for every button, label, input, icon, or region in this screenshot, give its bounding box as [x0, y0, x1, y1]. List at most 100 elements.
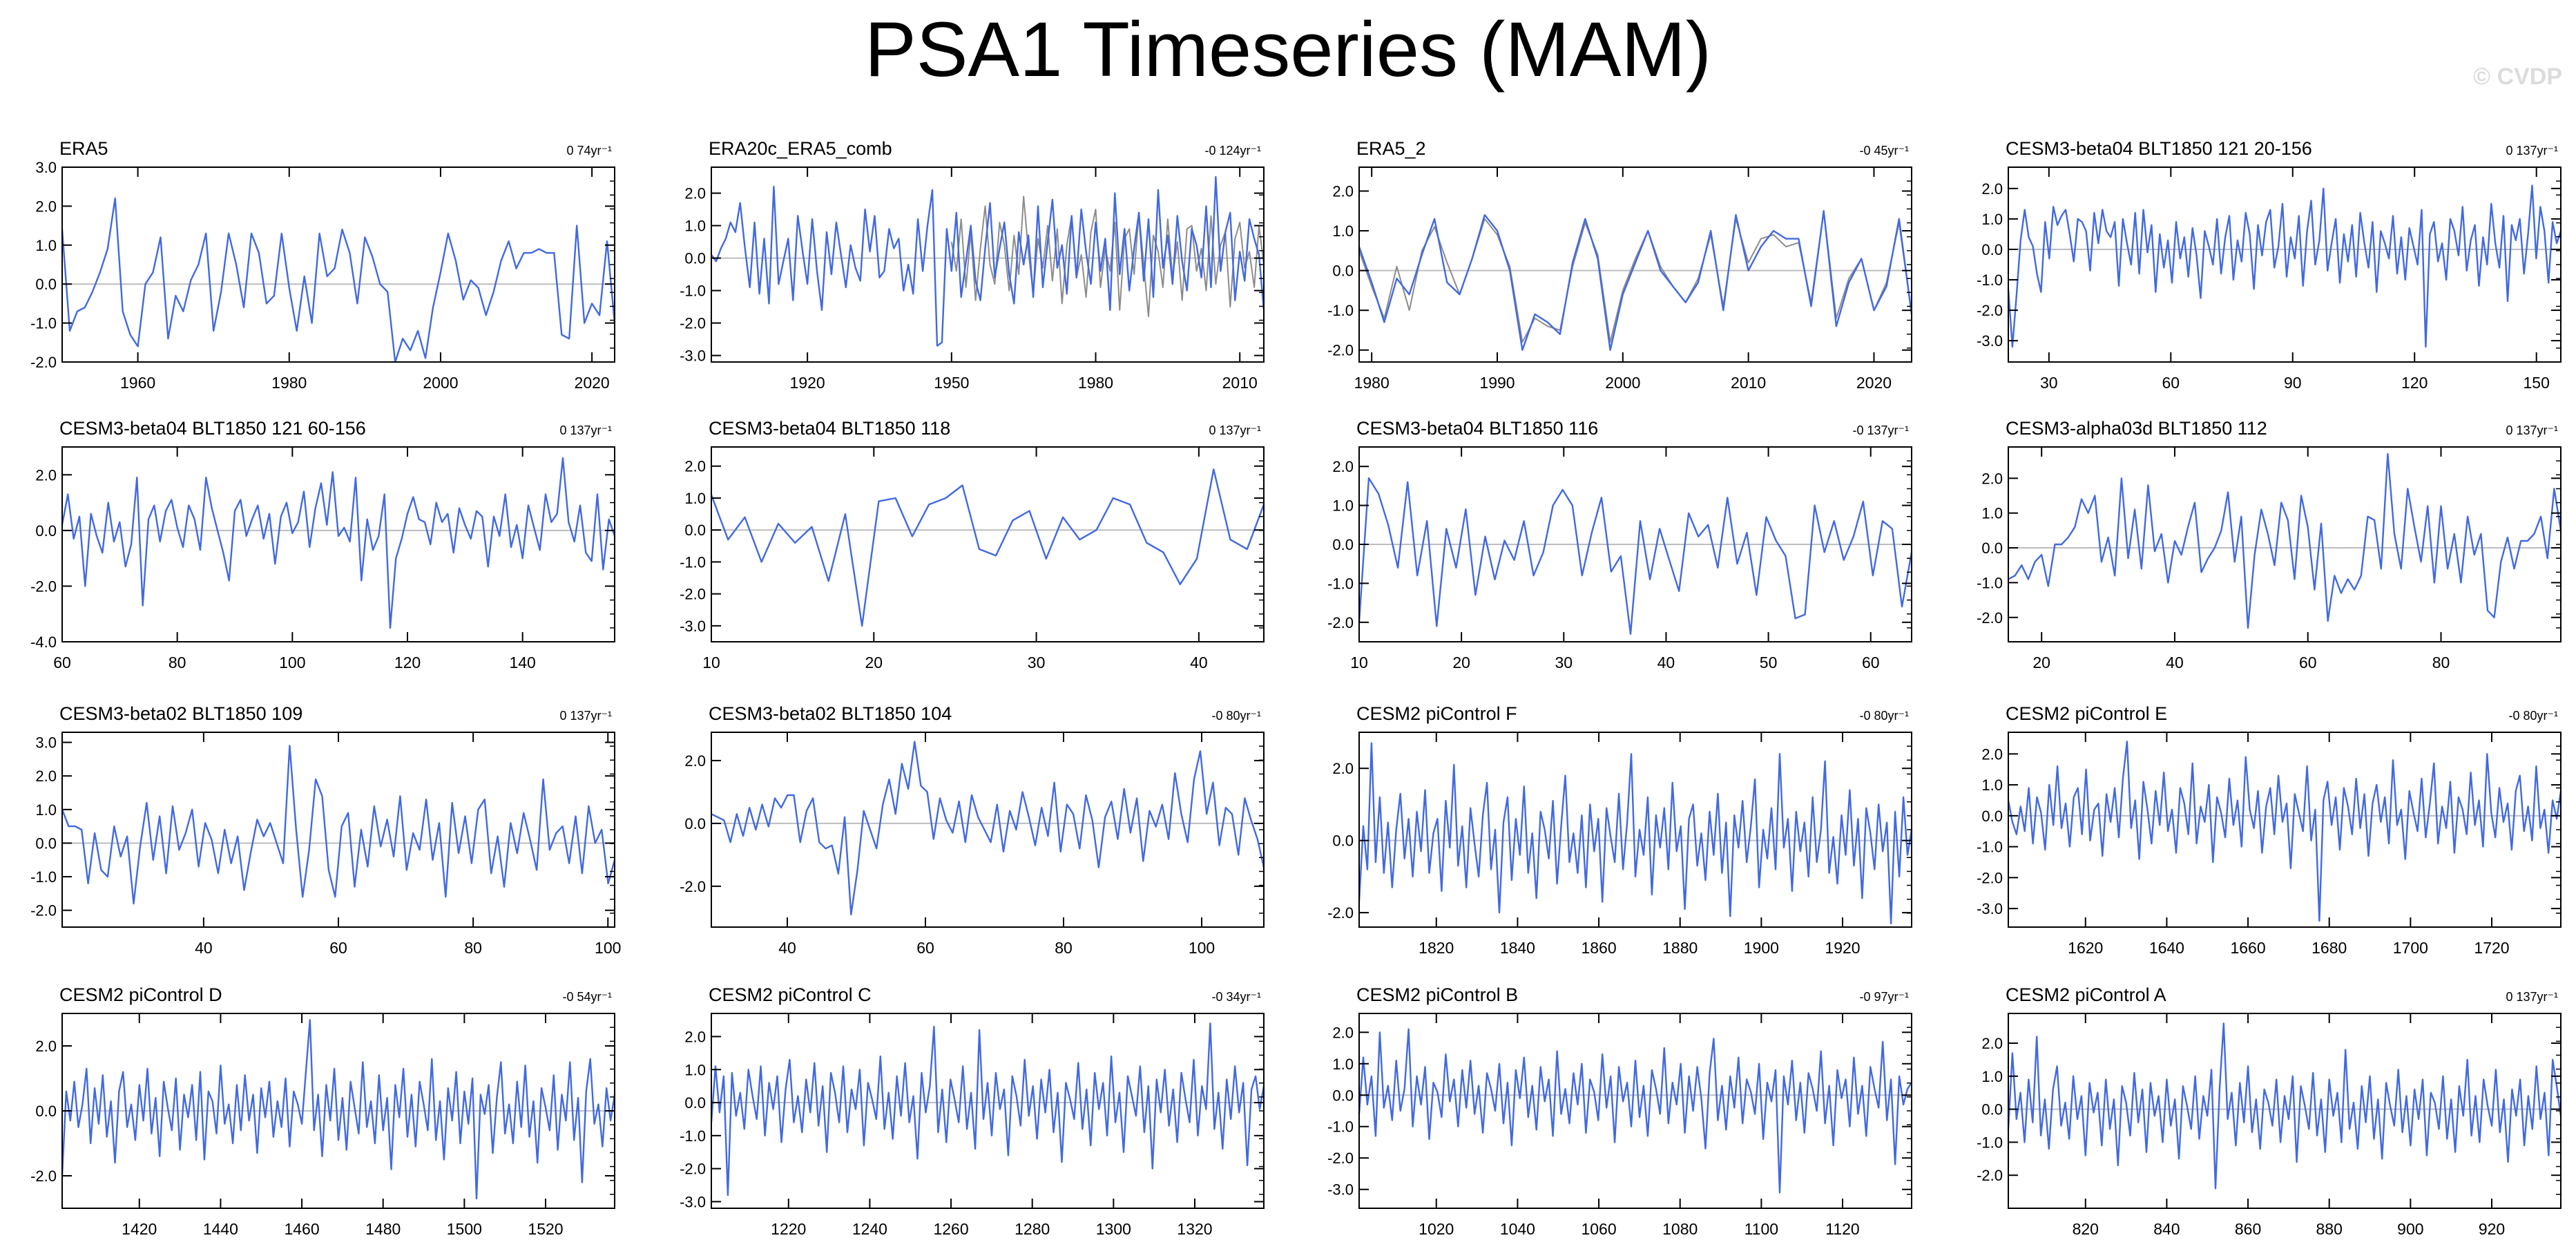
y-tick-label: 0.0 [1332, 536, 1354, 553]
x-tick-label: 40 [1657, 654, 1675, 671]
plot-frame [61, 446, 615, 642]
x-tick-label: 2020 [1856, 374, 1892, 392]
x-tick-label: 50 [1760, 654, 1778, 671]
y-tick-label: 2.0 [35, 466, 57, 484]
y-tick-label: 1.0 [1981, 1068, 2003, 1085]
y-tick-label: -1.0 [680, 1127, 706, 1145]
panel: CESM3-alpha03d BLT1850 112 0 137yr⁻¹ 20 40 6… [1977, 418, 2562, 671]
y-tick-label: -1.0 [1977, 1134, 2003, 1151]
plot-frame [711, 1013, 1265, 1209]
x-tick-label: 120 [2401, 374, 2428, 392]
y-tick-label: 2.0 [1332, 1024, 1354, 1041]
x-tick-label: 1620 [2068, 939, 2103, 957]
x-tick-label: 1280 [1015, 1220, 1050, 1238]
x-tick-label: 1950 [934, 374, 969, 392]
trend-label: 0 137yr⁻¹ [559, 423, 612, 437]
panel: ERA20c_ERA5_comb -0 124yr⁻¹ 1920 1950 1980 20… [680, 138, 1265, 392]
series-line [2007, 741, 2562, 922]
series-line [1358, 210, 1912, 343]
x-tick-label: 100 [595, 939, 621, 957]
panel-title: CESM2 piControl C [709, 984, 872, 1005]
x-tick-label: 140 [509, 654, 535, 671]
x-tick-label: 20 [865, 654, 883, 671]
panel-title: CESM2 piControl A [2006, 984, 2166, 1005]
panel: CESM2 piControl C -0 34yr⁻¹ 1220 1240 1260 12… [680, 984, 1265, 1238]
x-tick-label: 1900 [1744, 939, 1779, 957]
panel-title: CESM3-alpha03d BLT1850 112 [2006, 418, 2267, 439]
y-tick-label: 1.0 [1332, 1056, 1354, 1073]
series-line [710, 468, 1265, 627]
x-tick-label: 1960 [120, 374, 155, 392]
x-tick-label: 120 [394, 654, 421, 671]
y-tick-label: -2.0 [1977, 302, 2003, 319]
series-line [711, 741, 1265, 916]
y-tick-label: 2.0 [35, 198, 57, 215]
y-tick-label: -1.0 [1327, 1118, 1354, 1136]
panel-title: CESM3-beta02 BLT1850 109 [59, 703, 302, 724]
x-tick-label: 1500 [447, 1220, 482, 1238]
y-tick-label: 0.0 [684, 250, 706, 267]
x-tick-label: 20 [1452, 654, 1470, 671]
panel-title: ERA20c_ERA5_comb [709, 138, 892, 159]
x-tick-label: 100 [279, 654, 305, 671]
panel: CESM2 piControl F -0 80yr⁻¹ 1820 1840 1860 18… [1327, 703, 1913, 957]
x-tick-label: 1320 [1177, 1220, 1212, 1238]
panel: CESM3-beta02 BLT1850 109 0 137yr⁻¹ 40 60 80 1… [30, 703, 621, 957]
x-tick-label: 900 [2397, 1220, 2423, 1238]
x-tick-label: 10 [702, 654, 720, 671]
y-tick-label: 0.0 [1981, 808, 2003, 825]
series-line [61, 1019, 616, 1200]
x-tick-label: 1420 [122, 1220, 157, 1238]
trend-label: -0 124yr⁻¹ [1204, 144, 1261, 158]
panel-title: CESM2 piControl B [1356, 984, 1518, 1005]
panel-title: CESM3-beta02 BLT1850 104 [709, 703, 952, 724]
y-tick-label: -2.0 [680, 878, 706, 895]
trend-label: -0 45yr⁻¹ [1859, 144, 1909, 158]
x-tick-label: 1240 [852, 1220, 887, 1238]
y-tick-label: 2.0 [1332, 760, 1354, 777]
y-tick-label: -3.0 [1327, 1181, 1354, 1199]
y-tick-label: -2.0 [1327, 342, 1354, 359]
x-tick-label: 1700 [2393, 939, 2428, 957]
x-tick-label: 20 [2032, 654, 2050, 671]
trend-label: -0 54yr⁻¹ [562, 990, 612, 1004]
x-tick-label: 1840 [1500, 939, 1535, 957]
y-tick-label: -3.0 [680, 618, 706, 635]
x-tick-label: 880 [2316, 1220, 2343, 1238]
y-tick-label: 1.0 [684, 490, 706, 507]
panel: CESM3-beta04 BLT1850 116 -0 137yr⁻¹ 10 20 30… [1327, 418, 1913, 671]
x-tick-label: 2010 [1222, 374, 1258, 392]
x-tick-label: 60 [329, 939, 347, 957]
x-tick-label: 40 [2166, 654, 2184, 671]
x-tick-label: 2000 [423, 374, 458, 392]
y-tick-label: 2.0 [1981, 1035, 2003, 1052]
series-line [2008, 452, 2562, 629]
series-line [711, 175, 1265, 347]
y-tick-label: -2.0 [1327, 614, 1354, 631]
y-tick-label: -1.0 [680, 553, 706, 571]
trend-label: -0 80yr⁻¹ [1859, 709, 1909, 723]
y-tick-label: 0.0 [1332, 1087, 1354, 1104]
x-tick-label: 1920 [1825, 939, 1860, 957]
page-title: PSA1 Timeseries (MAM) [865, 6, 1711, 93]
panel: ERA5_2 -0 45yr⁻¹ 1980 1990 2000 2010 2020 2.0 1.… [1327, 138, 1913, 392]
series-line [710, 1022, 1265, 1197]
y-tick-label: -2.0 [1977, 869, 2003, 886]
series-line [1358, 210, 1913, 351]
trend-label: -0 97yr⁻¹ [1859, 990, 1909, 1004]
x-tick-label: 1860 [1581, 939, 1616, 957]
x-tick-label: 1120 [1825, 1220, 1859, 1238]
series-line [2007, 184, 2562, 348]
y-tick-label: 1.0 [684, 218, 706, 235]
y-tick-label: 0.0 [1981, 1101, 2003, 1118]
y-tick-label: -1.0 [30, 868, 57, 886]
trend-label: -0 80yr⁻¹ [1211, 709, 1261, 723]
y-tick-label: -2.0 [680, 586, 706, 603]
y-tick-label: 1.0 [684, 1061, 706, 1078]
y-tick-label: 0.0 [35, 522, 57, 540]
plot-frame [1358, 732, 1912, 928]
y-tick-label: 0.0 [35, 835, 57, 852]
x-tick-label: 1260 [933, 1220, 968, 1238]
panel-title: ERA5_2 [1356, 138, 1426, 159]
y-tick-label: -3.0 [1977, 332, 2003, 350]
